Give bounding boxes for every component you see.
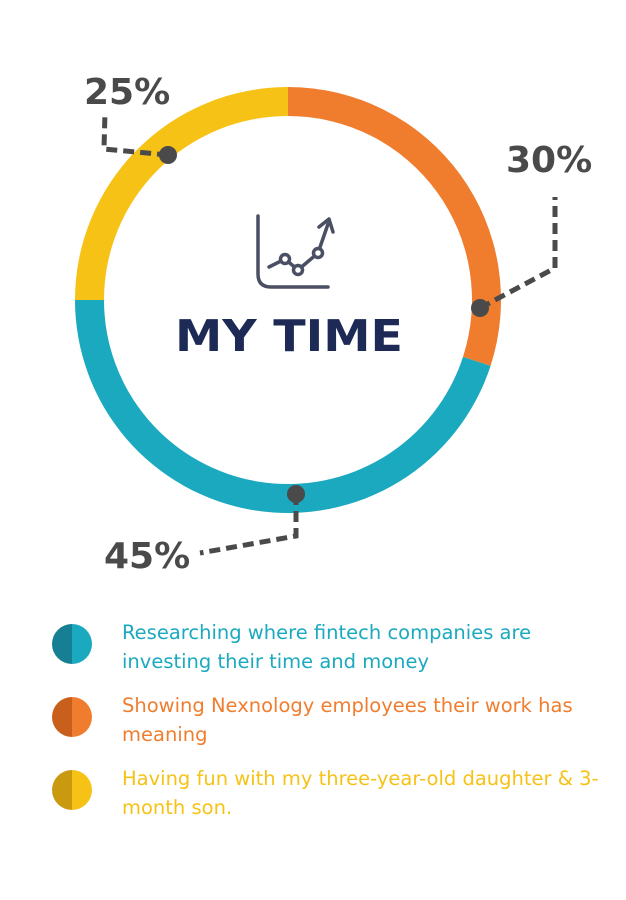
legend-item-research: Researching where fintech companies are … <box>52 618 617 676</box>
legend-swatch-teal <box>52 624 92 664</box>
leader-lines <box>101 111 558 556</box>
legend-item-employees: Showing Nexnology employees their work h… <box>52 691 617 749</box>
legend-label-research: Researching where fintech companies are … <box>122 621 532 673</box>
donut-chart: 25% 30% 45% MY TIME <box>75 72 592 577</box>
line-chart-icon <box>256 214 335 289</box>
legend-label-family: Having fun with my three-year-old daught… <box>122 767 599 819</box>
legend-swatch-yellow <box>52 770 92 810</box>
chart-title: MY TIME <box>175 311 403 362</box>
leader-dots <box>159 146 489 503</box>
leader-line-yellow <box>101 111 169 158</box>
donut-slice-orange <box>288 87 501 366</box>
legend-swatch-orange <box>52 697 92 737</box>
value-label-yellow: 25% <box>84 72 170 113</box>
legend-item-family: Having fun with my three-year-old daught… <box>52 764 617 822</box>
value-label-orange: 30% <box>506 140 592 181</box>
leader-dot-yellow <box>159 146 177 164</box>
leader-line-orange <box>478 197 558 311</box>
donut-slice-yellow <box>75 87 288 300</box>
donut-slice-teal <box>75 300 491 513</box>
donut-slices <box>75 87 501 513</box>
leader-dot-orange <box>471 299 489 317</box>
legend-label-employees: Showing Nexnology employees their work h… <box>122 694 573 746</box>
legend: Researching where fintech companies are … <box>52 618 617 822</box>
leader-line-teal <box>199 494 299 556</box>
value-label-teal: 45% <box>104 536 190 577</box>
leader-dot-teal <box>287 485 305 503</box>
